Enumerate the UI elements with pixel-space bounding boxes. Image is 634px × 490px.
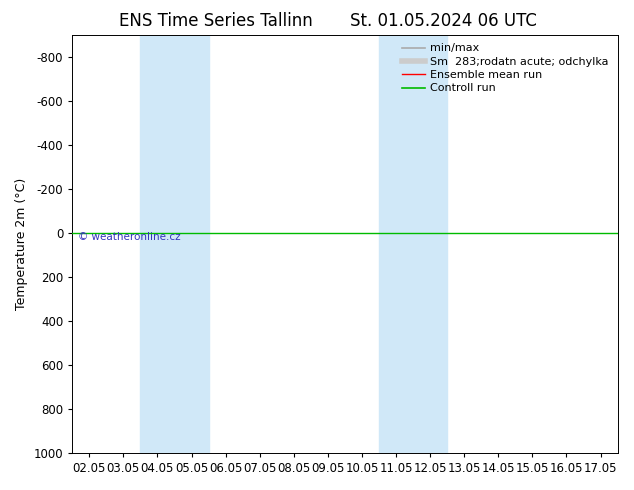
Bar [140,35,209,453]
Text: ENS Time Series Tallinn: ENS Time Series Tallinn [119,12,313,30]
Y-axis label: Temperature 2m (°C): Temperature 2m (°C) [15,178,28,310]
Text: © weatheronline.cz: © weatheronline.cz [77,232,180,243]
Text: St. 01.05.2024 06 UTC: St. 01.05.2024 06 UTC [351,12,537,30]
Bar [379,35,447,453]
Legend: min/max, Sm  283;rodatn acute; odchylka, Ensemble mean run, Controll run: min/max, Sm 283;rodatn acute; odchylka, … [399,40,612,97]
